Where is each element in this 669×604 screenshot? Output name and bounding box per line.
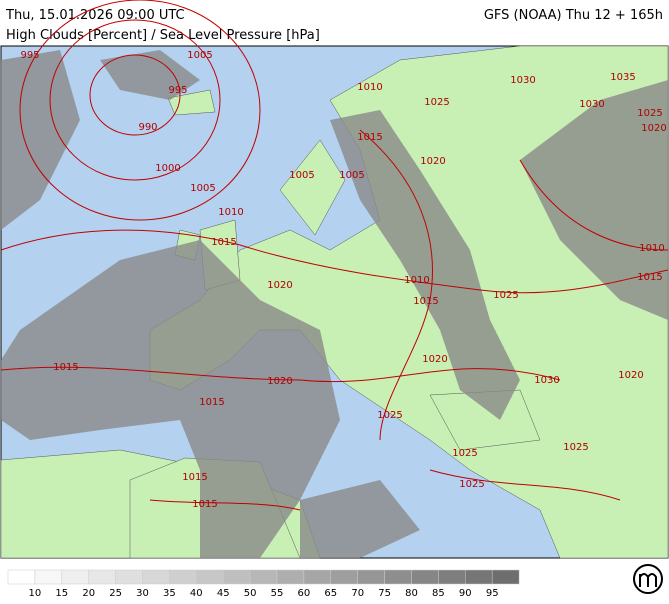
legend-swatch xyxy=(88,569,116,585)
isobar-label: 1025 xyxy=(493,290,518,301)
legend-tick-label: 70 xyxy=(351,588,364,599)
legend-swatch xyxy=(115,569,143,585)
isobar-label: 1030 xyxy=(510,75,535,86)
isobar-label: 1035 xyxy=(610,72,635,83)
legend-tick-label: 40 xyxy=(190,588,203,599)
isobar-label: 1005 xyxy=(187,50,212,61)
isobar-label: 1015 xyxy=(199,397,224,408)
isobar-label: 1010 xyxy=(404,275,429,286)
legend-swatch xyxy=(384,569,412,585)
header-model: GFS (NOAA) Thu 12 + 165h xyxy=(484,8,663,23)
legend-swatch xyxy=(330,569,358,585)
legend-swatch xyxy=(34,569,63,585)
map: 995 1005 995 990 1000 1005 1010 1030 1035 1025 103… xyxy=(0,0,669,559)
isobar-label: 1000 xyxy=(155,163,180,174)
header-subtitle: High Clouds [Percent] / Sea Level Pressu… xyxy=(6,28,320,43)
legend-swatch xyxy=(196,569,224,585)
legend-tick-label: 55 xyxy=(271,588,284,599)
isobar-label: 990 xyxy=(138,122,157,133)
isobar-label: 1005 xyxy=(289,170,314,181)
legend-tick-label: 30 xyxy=(136,588,149,599)
legend-swatch xyxy=(7,569,36,585)
isobar-label: 1020 xyxy=(420,156,445,167)
header-time: Thu, 15.01.2026 09:00 UTC xyxy=(5,8,185,23)
isobar-label: 1025 xyxy=(424,97,449,108)
legend-tick-label: 15 xyxy=(55,588,68,599)
isobar-label: 1020 xyxy=(267,376,292,387)
isobar-label: 1025 xyxy=(377,410,402,421)
legend: 10 15 20 25 30 35 40 45 50 55 60 65 70 75 80 85 90 95 xyxy=(7,569,520,599)
isobar-label: 1015 xyxy=(53,362,78,373)
clouds xyxy=(1,50,668,558)
legend-swatch xyxy=(142,569,170,585)
legend-tick-label: 80 xyxy=(405,588,418,599)
legend-swatch xyxy=(222,569,251,585)
legend-swatch xyxy=(276,569,305,585)
isobar-label: 1010 xyxy=(639,243,664,254)
legend-swatch xyxy=(411,569,439,585)
legend-tick-label: 10 xyxy=(29,588,42,599)
isobar-label: 1025 xyxy=(563,442,588,453)
isobar-label: 1015 xyxy=(413,296,438,307)
legend-tick-label: 85 xyxy=(432,588,445,599)
isobar-label: 1010 xyxy=(218,207,243,218)
isobar-label: 1015 xyxy=(192,499,217,510)
legend-swatch xyxy=(357,569,385,585)
isobar-label: 1015 xyxy=(357,132,382,143)
legend-swatch xyxy=(465,569,493,585)
isobar-label: 995 xyxy=(20,50,39,61)
isobar-label: 995 xyxy=(168,85,187,96)
isobar-label: 1020 xyxy=(618,370,643,381)
isobar-label: 1010 xyxy=(357,82,382,93)
legend-tick-label: 60 xyxy=(298,588,311,599)
isobar-label: 1020 xyxy=(267,280,292,291)
legend-tick-label: 45 xyxy=(217,588,230,599)
isobar-label: 1005 xyxy=(190,183,215,194)
legend-tick-label: 20 xyxy=(82,588,95,599)
legend-swatch xyxy=(303,569,332,585)
isobars xyxy=(0,0,669,511)
legend-tick-label: 75 xyxy=(378,588,391,599)
legend-tick-label: 90 xyxy=(459,588,472,599)
isobar-label: 1015 xyxy=(182,472,207,483)
isobar-label: 1025 xyxy=(452,448,477,459)
legend-tick-label: 65 xyxy=(324,588,337,599)
legend-tick-label: 50 xyxy=(244,588,257,599)
legend-tick-label: 95 xyxy=(486,588,499,599)
legend-swatch xyxy=(169,569,197,585)
legend-tick-label: 35 xyxy=(163,588,176,599)
isobar-label: 1015 xyxy=(637,272,662,283)
isobar-label: 1005 xyxy=(339,170,364,181)
isobar-label: 1020 xyxy=(641,123,666,134)
isobar-label: 1030 xyxy=(534,375,559,386)
legend-swatch xyxy=(438,569,466,585)
isobar-label: 1015 xyxy=(211,237,236,248)
legend-swatch xyxy=(61,569,89,585)
legend-swatch xyxy=(249,569,278,585)
logo xyxy=(633,564,663,594)
legend-tick-label: 25 xyxy=(109,588,122,599)
isobar-label: 1025 xyxy=(459,479,484,490)
isobar-label: 1025 xyxy=(637,108,662,119)
isobar-label: 1030 xyxy=(579,99,604,110)
legend-swatch xyxy=(491,569,520,585)
isobar-label: 1020 xyxy=(422,354,447,365)
